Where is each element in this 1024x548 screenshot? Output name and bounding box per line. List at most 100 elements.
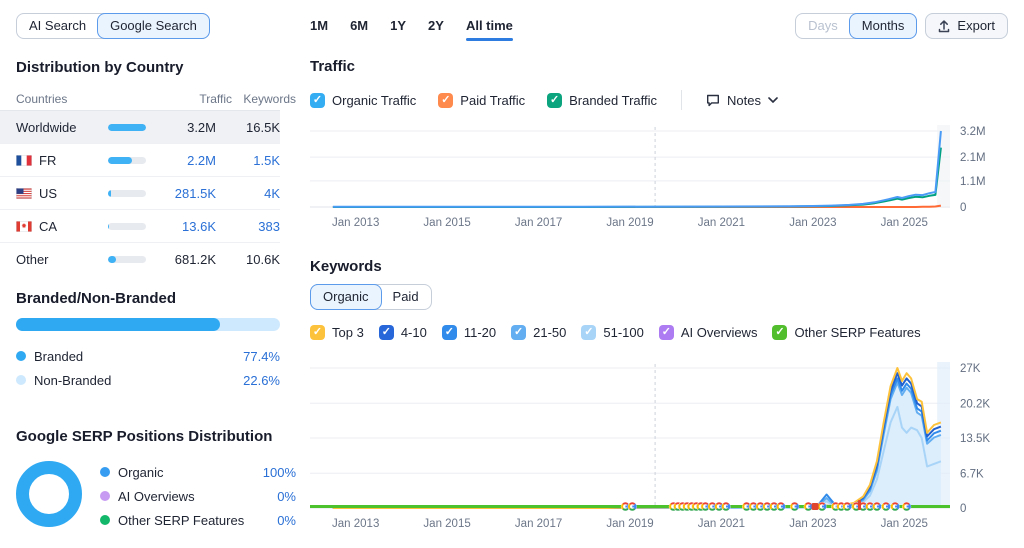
toggle-other-serp-features[interactable]: ✓ Other SERP Features	[772, 325, 921, 340]
country-name: CA	[39, 218, 58, 234]
country-row-us[interactable]: US 281.5K 4K	[0, 177, 280, 210]
legend-label: AI Overviews	[118, 488, 195, 504]
checkbox-label: Organic Traffic	[332, 92, 417, 108]
toggle-paid-traffic[interactable]: ✓ Paid Traffic	[438, 92, 525, 108]
21-50-area	[332, 382, 941, 508]
x-tick-label: Jan 2025	[881, 518, 928, 530]
x-tick-label: Jan 2021	[698, 217, 745, 229]
country-row-worldwide[interactable]: Worldwide 3.2M 16.5K	[0, 110, 280, 144]
period-tab-2y[interactable]: 2Y	[428, 18, 444, 33]
keywords-chart[interactable]: 0 6.7K 13.5K 20.2K 27K Jan 2013 Jan 2015 Jan 20…	[310, 352, 1010, 540]
country-traffic-bar	[108, 189, 146, 197]
country-traffic-value: 3.2M	[187, 119, 216, 135]
us-flag-icon	[16, 187, 32, 199]
country-keywords-value[interactable]: 4K	[264, 185, 280, 201]
country-row-ca[interactable]: CA 13.6K 383	[0, 210, 280, 243]
11-20-line	[332, 377, 942, 509]
checkbox-icon: ✓	[547, 92, 563, 108]
top-right-controls: Days Months Export	[795, 13, 1008, 39]
toggle-21-50[interactable]: ✓ 21-50	[511, 325, 566, 340]
country-traffic-value[interactable]: 13.6K	[182, 218, 216, 234]
x-tick-label: Jan 2017	[515, 217, 562, 229]
legend-value[interactable]: 0%	[277, 512, 296, 528]
period-tab-6m[interactable]: 6M	[350, 18, 369, 33]
days-button[interactable]: Days	[808, 18, 838, 33]
country-traffic-bar	[108, 222, 146, 230]
checkbox-icon: ✓	[310, 92, 325, 108]
checkbox-label: 51-100	[603, 325, 644, 340]
organic-dot	[100, 467, 110, 477]
toggle-top-3[interactable]: ✓ Top 3	[310, 325, 364, 340]
y-tick-label: 2.1M	[960, 152, 986, 164]
toggle-ai-overviews[interactable]: ✓ AI Overviews	[658, 325, 758, 340]
period-tab-1m[interactable]: 1M	[310, 18, 329, 33]
note-marker	[811, 503, 819, 510]
toggle-organic-traffic[interactable]: ✓ Organic Traffic	[310, 92, 417, 108]
country-row-other[interactable]: Other 681.2K 10.6K	[0, 243, 280, 275]
serp-legend-item: Organic 100%	[100, 460, 296, 484]
country-traffic-value[interactable]: 2.2M	[187, 152, 216, 168]
country-traffic-value[interactable]: 281.5K	[174, 185, 216, 201]
months-button[interactable]: Months	[848, 13, 918, 39]
toggle-4-10[interactable]: ✓ 4-10	[378, 325, 427, 340]
toggle-51-100[interactable]: ✓ 51-100	[581, 325, 644, 340]
country-keywords-value: 16.5K	[246, 119, 280, 135]
non-branded-dot	[16, 375, 26, 385]
paid-keywords-button[interactable]: Paid	[392, 289, 419, 304]
export-button[interactable]: Export	[925, 13, 1008, 39]
branded-ratio-bar	[16, 318, 280, 331]
serp-legend-item: AI Overviews 0%	[100, 484, 296, 508]
country-keywords-value[interactable]: 383	[258, 218, 280, 234]
branded-dot	[16, 351, 26, 361]
x-tick-label: Jan 2013	[332, 217, 379, 229]
legend-value[interactable]: 0%	[277, 488, 296, 504]
notes-label: Notes	[727, 92, 761, 108]
branded-traffic-line	[332, 147, 942, 208]
branded-legend-item: Branded 77.4%	[16, 344, 280, 368]
country-keywords-value[interactable]: 1.5K	[253, 152, 280, 168]
keywords-section-title: Keywords	[310, 258, 382, 275]
country-traffic-value: 681.2K	[174, 251, 216, 267]
y-tick-label: 6.7K	[960, 468, 984, 480]
export-label: Export	[957, 18, 995, 33]
x-tick-label: Jan 2023	[789, 217, 836, 229]
21-50-line	[332, 381, 942, 509]
checkbox-icon: ✓	[438, 92, 454, 108]
checkbox-label: AI Overviews	[680, 325, 758, 340]
column-countries: Countries	[16, 92, 68, 106]
toggle-11-20[interactable]: ✓ 11-20	[441, 325, 496, 340]
fr-flag-icon	[16, 154, 32, 166]
country-traffic-bar	[108, 123, 146, 131]
y-tick-label: 0	[960, 202, 966, 214]
ca-flag-icon	[16, 220, 32, 232]
y-tick-label: 0	[960, 503, 966, 515]
notes-dropdown[interactable]: Notes	[706, 93, 778, 108]
checkbox-label: 21-50	[533, 325, 567, 340]
country-name: FR	[39, 152, 57, 168]
google-search-button[interactable]: Google Search	[97, 13, 210, 39]
period-tab-1y[interactable]: 1Y	[390, 18, 407, 33]
legend-value[interactable]: 22.6%	[243, 372, 280, 388]
legend-label: Other SERP Features	[118, 512, 245, 528]
legend-value[interactable]: 100%	[262, 464, 296, 480]
period-tab-all-time[interactable]: All time	[465, 18, 513, 41]
country-row-fr[interactable]: FR 2.2M 1.5K	[0, 144, 280, 177]
ai-search-button[interactable]: AI Search	[29, 18, 87, 33]
legend-value[interactable]: 77.4%	[243, 348, 280, 364]
country-table: Worldwide 3.2M 16.5K FR 2.2M 1.5K US 281…	[0, 110, 280, 275]
traffic-chart[interactable]: 0 1.1M 2.1M 3.2M Jan 2013 Jan 2015 Jan 2017 Jan…	[310, 116, 1010, 232]
keywords-series-toggles: ✓ Top 3 ✓ 4-10 ✓ 11-20 ✓ 21-50 ✓ 51-100 …	[310, 325, 921, 340]
checkbox-icon: ✓	[310, 325, 325, 340]
x-tick-label: Jan 2025	[881, 217, 928, 229]
51-100-line	[332, 405, 942, 509]
organic-keywords-button[interactable]: Organic	[310, 284, 382, 310]
country-name: US	[39, 185, 58, 201]
toggle-branded-traffic[interactable]: ✓ Branded Traffic	[547, 92, 657, 108]
legend-label: Branded	[34, 348, 84, 364]
legend-label: Organic	[118, 464, 164, 480]
branded-section-title: Branded/Non-Branded	[16, 290, 177, 307]
serp-donut-chart	[16, 461, 82, 527]
x-tick-label: Jan 2023	[789, 518, 836, 530]
checkbox-icon: ✓	[772, 325, 788, 340]
